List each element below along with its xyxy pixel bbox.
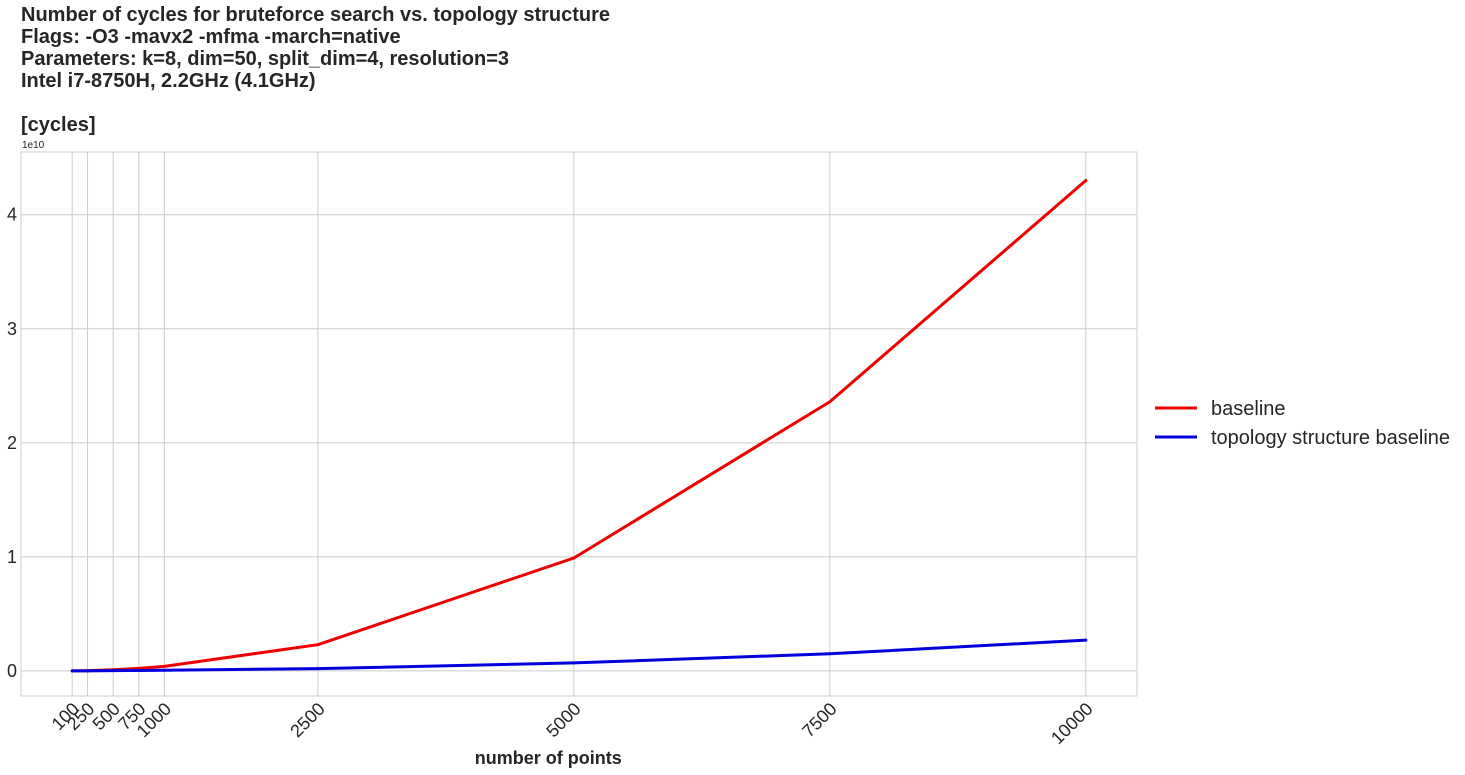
x-tick-label: 2500 [286,699,328,741]
data-point [828,400,832,404]
plot-frame [20,151,1138,697]
data-point [162,664,166,668]
data-point [828,652,832,656]
x-tick-label: 5000 [542,699,584,741]
series-layer [70,179,1088,673]
y-tick-label: 1 [7,547,17,567]
y-tick-label: 4 [7,205,17,225]
title-line-2: Flags: -O3 -mavx2 -mfma -march=native [21,26,401,48]
legend-label: topology structure baseline [1211,427,1450,449]
y-tick-label: 2 [7,433,17,453]
data-point [137,668,141,672]
data-point [70,669,74,673]
title-line-1: Number of cycles for bruteforce search v… [21,4,611,26]
data-point [111,669,115,673]
x-tick-label: 10000 [1047,699,1097,749]
data-point [86,669,90,673]
data-point [572,556,576,560]
x-tick-label: 7500 [798,699,840,741]
grid [21,152,1137,696]
data-point [162,668,166,672]
y-offset-label: 1e10 [22,140,45,151]
title-line-3: Parameters: k=8, dim=50, split_dim=4, re… [21,48,509,70]
data-point [572,661,576,665]
series-line-1 [72,179,1087,673]
title-line-4: Intel i7-8750H, 2.2GHz (4.1GHz) [21,70,316,92]
data-point [316,643,320,647]
y-tick-label: 3 [7,319,17,339]
chart-title: Number of cycles for bruteforce search v… [21,4,610,92]
y-tick-label: 0 [7,661,17,681]
data-point [1084,638,1088,642]
data-point [1084,179,1088,183]
x-axis-label: number of points [475,748,622,768]
data-point [316,667,320,671]
y-axis-label: [cycles] [21,114,96,136]
series-line-2 [72,638,1086,673]
legend-label: baseline [1211,398,1286,420]
legend: baseline topology structure baseline [1155,398,1450,449]
